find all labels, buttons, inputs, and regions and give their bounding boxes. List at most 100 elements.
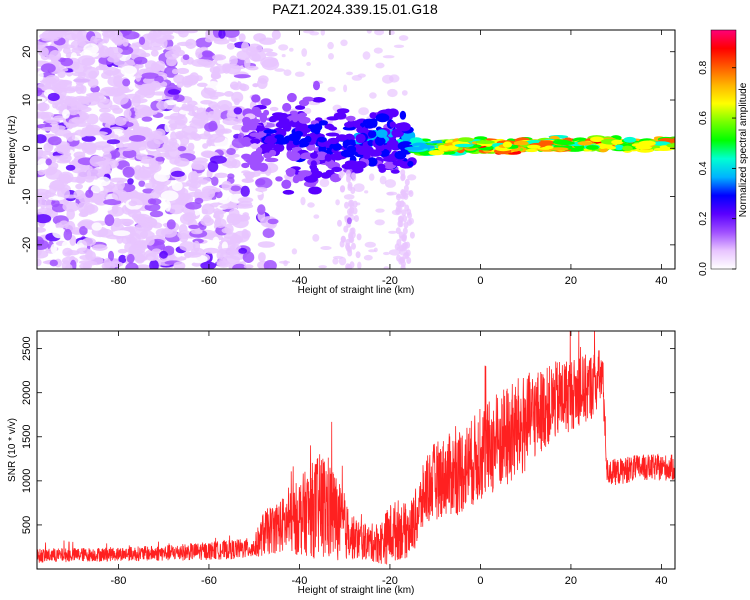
- spectrogram-noise-blob: [120, 65, 137, 76]
- spectrogram-ridge-blob: [552, 139, 572, 145]
- spectrogram-ridge-blob: [263, 138, 277, 144]
- spectrogram-ridge-blob: [273, 143, 285, 152]
- spectrogram-noise-blob: [152, 181, 165, 192]
- spectrogram-xlabel: Height of straight line (km): [298, 285, 415, 296]
- spectrogram-noise-blob: [143, 138, 161, 150]
- spectrogram-noise-blob: [233, 74, 251, 79]
- spectrogram-noise-blob: [109, 30, 123, 42]
- spectrogram-noise-blob: [85, 250, 96, 261]
- spectrogram-noise-blob: [47, 136, 62, 146]
- spectrogram-ridge-blob: [513, 140, 529, 146]
- spectrogram-noise-blob: [104, 46, 123, 55]
- spectrogram-noise-blob: [215, 190, 223, 199]
- spectrogram-noise-blob: [164, 50, 180, 60]
- spectrogram-noise-blob: [122, 149, 137, 159]
- spectrogram-noise-blob: [404, 178, 410, 186]
- spectrogram-noise-blob: [57, 187, 70, 200]
- spectrogram-ridge-blob: [258, 162, 269, 172]
- spectrogram-ridge-blob: [260, 98, 272, 106]
- y-tick-label: 0: [21, 145, 33, 151]
- spectrogram-noise-blob: [142, 126, 151, 137]
- spectrogram-noise-blob: [347, 263, 352, 269]
- spectrogram-noise-blob: [166, 219, 176, 230]
- spectrogram-noise-blob: [104, 214, 115, 227]
- spectrogram-ridge-blob: [313, 123, 323, 131]
- spectrogram-ridge-blob: [590, 136, 604, 143]
- spectrogram-ridge-blob: [298, 170, 312, 177]
- spectrogram-noise-blob: [382, 55, 395, 59]
- spectrogram-noise-blob: [149, 210, 164, 218]
- spectrogram-noise-blob: [126, 253, 135, 264]
- spectrogram-ridge-blob: [397, 122, 411, 132]
- spectrogram-ridge-blob: [320, 172, 332, 179]
- spectrogram-noise-blob: [195, 48, 204, 59]
- spectrogram-noise-blob: [401, 190, 407, 197]
- spectrogram-noise-blob: [166, 56, 177, 67]
- spectrogram-noise-blob: [257, 78, 268, 89]
- spectrogram-noise-blob: [347, 184, 353, 191]
- spectrogram-noise-blob: [397, 205, 403, 213]
- spectrogram-noise-blob: [37, 239, 49, 250]
- spectrogram-panel: -80 -60 -40 -20 0 20 40 -20 -10 0 10 20 Height of s…: [7, 29, 676, 296]
- colorbar-tick-label: 0.8: [698, 60, 709, 74]
- spectrogram-ridge-blob: [538, 140, 555, 146]
- spectrogram-noise-blob: [70, 101, 79, 110]
- spectrogram-noise-blob: [398, 35, 409, 41]
- spectrogram-ridge-blob: [525, 148, 538, 153]
- spectrogram-ridge-blob: [407, 160, 414, 167]
- spectrogram-ridge-blob: [274, 134, 285, 139]
- spectrogram-ridge-blob: [251, 143, 259, 150]
- spectrogram-noise-blob: [204, 36, 214, 43]
- spectrogram-noise-blob: [340, 235, 346, 243]
- spectrogram-noise-blob: [41, 126, 58, 132]
- spectrogram-ridge-blob: [418, 145, 435, 149]
- spectrogram-ridge-blob: [577, 141, 593, 146]
- colorbar-tick-label: 0.0: [698, 262, 709, 276]
- spectrogram-ridge-blob: [255, 147, 263, 155]
- y-tick-label: 20: [21, 46, 33, 58]
- spectrogram-noise-blob: [289, 47, 294, 52]
- spectrogram-noise-blob: [241, 41, 250, 53]
- spectrogram-noise-blob: [38, 47, 49, 57]
- spectrogram-noise-blob: [307, 202, 315, 208]
- spectrogram-ridge-blob: [326, 116, 340, 121]
- spectrogram-noise-blob: [58, 171, 74, 183]
- spectrogram-noise-blob: [201, 209, 209, 215]
- spectrogram-noise-blob: [194, 197, 204, 205]
- spectrogram-ridge-blob: [285, 167, 296, 177]
- spectrogram-noise-blob: [153, 171, 170, 182]
- spectrogram-noise-blob: [37, 118, 44, 125]
- spectrogram-noise-blob: [39, 197, 46, 209]
- spectrogram-noise-blob: [134, 63, 144, 69]
- spectrogram-noise-blob: [145, 252, 159, 261]
- spectrogram-ridge-blob: [362, 118, 377, 126]
- spectrogram-noise-blob: [303, 107, 312, 115]
- spectrogram-noise-blob: [403, 184, 409, 192]
- spectrogram-noise-blob: [131, 95, 141, 108]
- spectrogram-noise-blob: [238, 33, 246, 42]
- spectrogram-noise-blob: [401, 90, 408, 96]
- spectrogram-ridge-blob: [275, 176, 283, 182]
- spectrogram-noise-blob: [78, 71, 86, 80]
- spectrogram-noise-blob: [170, 170, 185, 177]
- spectrogram-ridge-blob: [355, 133, 366, 144]
- spectrogram-noise-blob: [109, 104, 120, 111]
- spectrogram-noise-blob: [349, 199, 355, 207]
- spectrogram-noise-blob: [149, 259, 159, 269]
- spectrogram-noise-blob: [135, 72, 142, 82]
- spectrogram-noise-blob: [135, 174, 151, 181]
- spectrogram-noise-blob: [141, 116, 153, 122]
- spectrogram-noise-blob: [45, 118, 60, 124]
- spectrogram-noise-blob: [262, 228, 275, 239]
- spectrogram-noise-blob: [91, 222, 103, 231]
- spectrogram-noise-blob: [90, 184, 104, 194]
- spectrogram-noise-blob: [406, 208, 412, 216]
- spectrogram-noise-blob: [62, 247, 73, 257]
- spectrogram-noise-blob: [48, 196, 65, 201]
- spectrogram-noise-blob: [182, 54, 190, 61]
- spectrogram-noise-blob: [45, 74, 60, 84]
- spectrogram-noise-blob: [50, 155, 68, 160]
- spectrogram-ridge-blob: [457, 137, 474, 143]
- spectrogram-noise-blob: [398, 231, 404, 239]
- spectrogram-ridge-blob: [389, 121, 396, 128]
